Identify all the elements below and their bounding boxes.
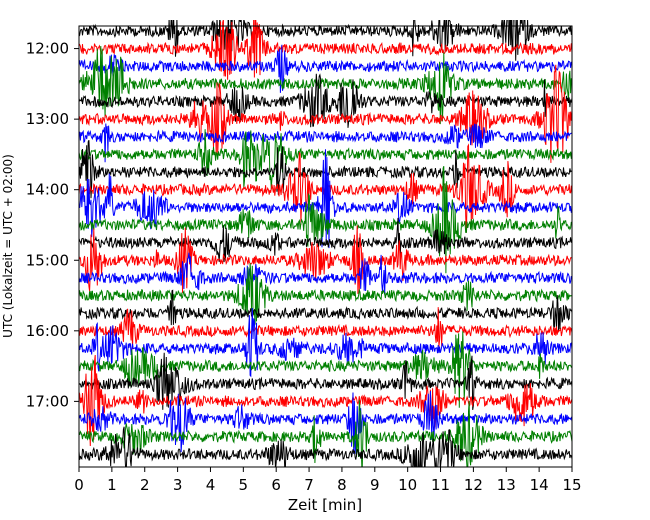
y-axis-label: UTC (Lokalzeit = UTC + 02:00) bbox=[1, 154, 15, 338]
trace-line bbox=[79, 331, 572, 408]
x-tick-label: 10 bbox=[398, 476, 417, 494]
x-tick-label: 7 bbox=[304, 476, 314, 494]
trace-line bbox=[79, 123, 572, 163]
y-tick-label: 14:00 bbox=[26, 181, 69, 199]
seismic-traces bbox=[79, 20, 572, 467]
y-tick-label: 12:00 bbox=[26, 40, 69, 58]
x-tick-label: 15 bbox=[562, 476, 581, 494]
trace-line bbox=[79, 20, 572, 62]
y-axis: 12:00 13:00 14:00 15:00 16:00 17:00 bbox=[26, 40, 79, 410]
trace-line bbox=[79, 166, 572, 274]
x-tick-label: 9 bbox=[370, 476, 380, 494]
trace-line bbox=[79, 64, 572, 163]
y-tick-label: 13:00 bbox=[26, 110, 69, 128]
x-axis-label: Zeit [min] bbox=[288, 496, 362, 514]
x-tick-label: 4 bbox=[206, 476, 216, 494]
x-axis: 0 1 2 3 4 5 6 7 8 9 10 11 12 13 14 15 bbox=[74, 467, 582, 494]
trace-line bbox=[79, 307, 572, 350]
y-tick-label: 17:00 bbox=[26, 392, 69, 410]
y-tick-label: 16:00 bbox=[26, 322, 69, 340]
x-tick-label: 3 bbox=[173, 476, 183, 494]
trace-line bbox=[79, 390, 572, 455]
trace-line bbox=[79, 45, 572, 125]
trace-line bbox=[79, 352, 572, 410]
trace-line bbox=[79, 289, 572, 333]
trace-line bbox=[79, 20, 572, 80]
x-tick-label: 1 bbox=[107, 476, 117, 494]
trace-line bbox=[79, 44, 572, 93]
plot-frame bbox=[78, 25, 573, 468]
trace-line bbox=[79, 263, 572, 325]
trace-line bbox=[79, 400, 572, 467]
x-tick-label: 5 bbox=[239, 476, 249, 494]
x-tick-label: 14 bbox=[530, 476, 549, 494]
trace-line bbox=[79, 252, 572, 295]
trace-line bbox=[79, 354, 572, 447]
trace-line bbox=[79, 225, 572, 294]
x-tick-label: 0 bbox=[74, 476, 84, 494]
x-tick-label: 12 bbox=[464, 476, 483, 494]
trace-line bbox=[79, 217, 572, 263]
x-tick-label: 2 bbox=[140, 476, 150, 494]
x-tick-label: 8 bbox=[337, 476, 347, 494]
trace-line bbox=[79, 426, 572, 467]
y-tick-label: 15:00 bbox=[26, 251, 69, 269]
trace-line bbox=[79, 307, 572, 378]
trace-line bbox=[79, 149, 572, 249]
x-tick-label: 13 bbox=[497, 476, 516, 494]
x-tick-label: 6 bbox=[271, 476, 281, 494]
trace-line bbox=[79, 73, 572, 128]
x-tick-label: 11 bbox=[431, 476, 450, 494]
